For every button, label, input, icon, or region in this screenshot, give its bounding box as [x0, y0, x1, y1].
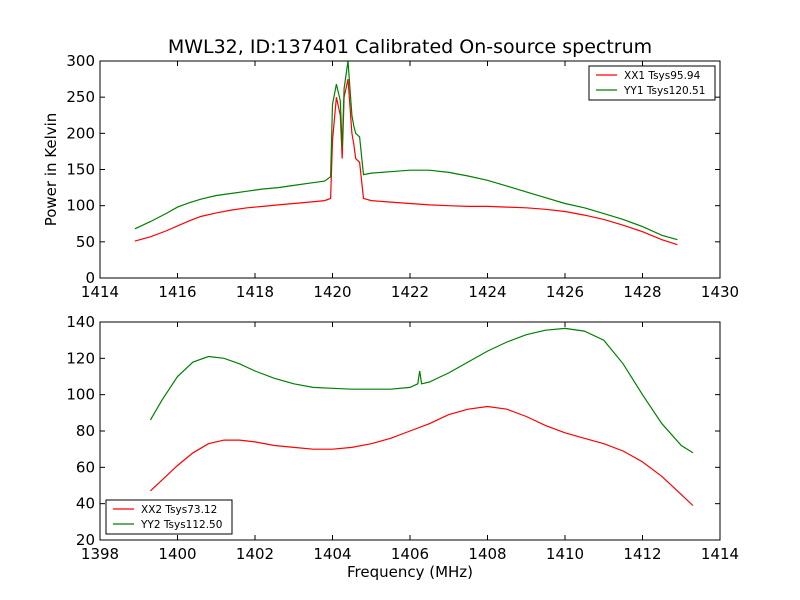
bottom-panel: 1398 1400 1402 1404 1406 1408 1410 1412 1414 20 40… [66, 313, 739, 563]
x-tick-label: 1406 [391, 545, 429, 563]
series-line-1 [149, 405, 694, 506]
legend-box [105, 499, 233, 535]
x-tick-label: 1430 [701, 283, 739, 301]
y-tick-label: 250 [66, 88, 95, 106]
legend-label: YY1 Tsys120.51 [623, 85, 705, 97]
y-tick-label: 200 [66, 124, 95, 142]
x-tick-label: 1408 [468, 545, 506, 563]
y-tick-label: 80 [76, 422, 95, 440]
x-tick-label: 1426 [546, 283, 584, 301]
x-tick-label: 1420 [313, 283, 351, 301]
x-tick-label: 1416 [158, 283, 196, 301]
series-line-1 [134, 78, 678, 246]
x-tick-label: 1414 [701, 545, 739, 563]
x-tick-label: 1410 [546, 545, 584, 563]
legend: XX1 Tsys95.94 YY1 Tsys120.51 [588, 65, 716, 101]
y-tick-label: 20 [76, 531, 95, 549]
legend-box [588, 65, 716, 101]
x-tick-label: 1414 [81, 283, 119, 301]
legend-label: XX2 Tsys73.12 [141, 504, 217, 516]
y-tick-label: 100 [66, 386, 95, 404]
x-tick-label: 1402 [236, 545, 274, 563]
y-tick-label: 40 [76, 495, 95, 513]
x-tick-label: 1422 [391, 283, 429, 301]
series-line-2 [134, 61, 678, 241]
y-tick-label: 60 [76, 458, 95, 476]
y-tick-label: 140 [66, 313, 95, 331]
chart-title: MWL32, ID:137401 Calibrated On-source sp… [168, 36, 652, 58]
legend: XX2 Tsys73.12 YY2 Tsys112.50 [105, 499, 233, 535]
y-tick-label: 50 [76, 233, 95, 251]
top-panel: 1414 1416 1418 1420 1422 1424 1426 1428 1430 0 50 1… [42, 52, 739, 301]
y-tick-label: 100 [66, 197, 95, 215]
x-axis-label: Frequency (MHz) [347, 563, 473, 581]
y-tick-label: 150 [66, 161, 95, 179]
x-tick-label: 1424 [468, 283, 506, 301]
x-tick-label: 1400 [158, 545, 196, 563]
x-tick-label: 1428 [623, 283, 661, 301]
y-tick-label: 0 [85, 269, 95, 287]
y-tick-label: 120 [66, 349, 95, 367]
legend-label: XX1 Tsys95.94 [624, 70, 701, 82]
x-tick-label: 1398 [81, 545, 119, 563]
x-tick-label: 1412 [623, 545, 661, 563]
y-tick-label: 300 [66, 52, 95, 70]
x-tick-label: 1404 [313, 545, 351, 563]
x-tick-label: 1418 [236, 283, 274, 301]
y-axis-label: Power in Kelvin [42, 113, 60, 227]
legend-label: YY2 Tsys112.50 [140, 519, 222, 531]
series-line-2 [149, 327, 694, 454]
